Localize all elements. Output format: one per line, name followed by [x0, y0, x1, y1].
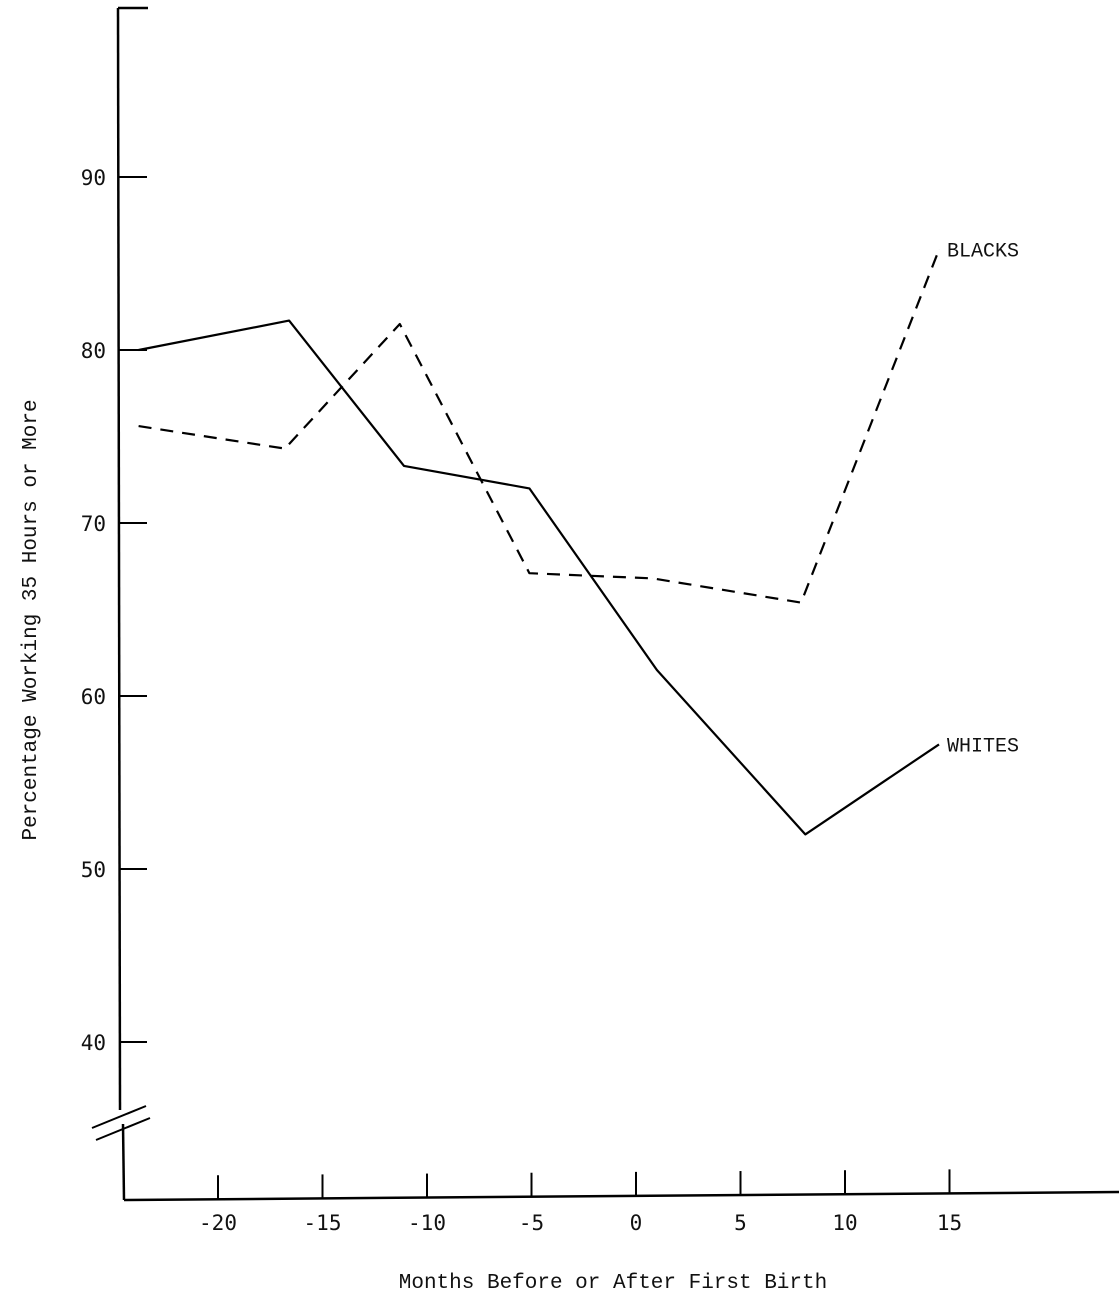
series-line-whites	[138, 319, 940, 836]
series-labels: WHITES BLACKS	[947, 241, 1019, 759]
series-lines	[138, 249, 941, 836]
x-tick-label: -20	[199, 1211, 237, 1235]
y-tick-label: 80	[81, 339, 106, 363]
y-tick-label: 90	[81, 166, 106, 190]
x-tick-label: 15	[937, 1211, 962, 1235]
x-axis-ticks: -20 -15 -10 -5 0 5 10 15	[199, 1169, 962, 1235]
y-axis-ticks: 40 50 60 70 80 90	[81, 166, 147, 1055]
y-axis-title: Percentage Working 35 Hours or More	[20, 399, 43, 840]
series-label-whites: WHITES	[947, 735, 1019, 758]
x-tick-label: -10	[408, 1211, 446, 1235]
axes	[91, 6, 1119, 1202]
series-label-blacks: BLACKS	[947, 241, 1019, 264]
y-axis-line-lower	[121, 1123, 126, 1201]
y-tick-label: 60	[81, 685, 106, 709]
x-tick-label: 5	[734, 1211, 747, 1235]
x-tick-label: -15	[304, 1211, 342, 1235]
x-tick-label: 10	[832, 1211, 857, 1235]
series-line-blacks	[138, 249, 941, 604]
y-tick-label: 70	[81, 512, 106, 536]
axis-break-mark-1	[91, 1105, 147, 1129]
y-axis-line-upper	[116, 7, 122, 1111]
y-tick-label: 50	[81, 858, 106, 882]
y-tick-label: 40	[81, 1031, 106, 1055]
x-tick-label: 0	[630, 1211, 643, 1235]
x-tick-label: -5	[519, 1211, 544, 1235]
x-axis-line	[123, 1190, 1119, 1202]
axis-break-mark-2	[95, 1117, 151, 1141]
x-axis-title: Months Before or After First Birth	[399, 1272, 827, 1295]
